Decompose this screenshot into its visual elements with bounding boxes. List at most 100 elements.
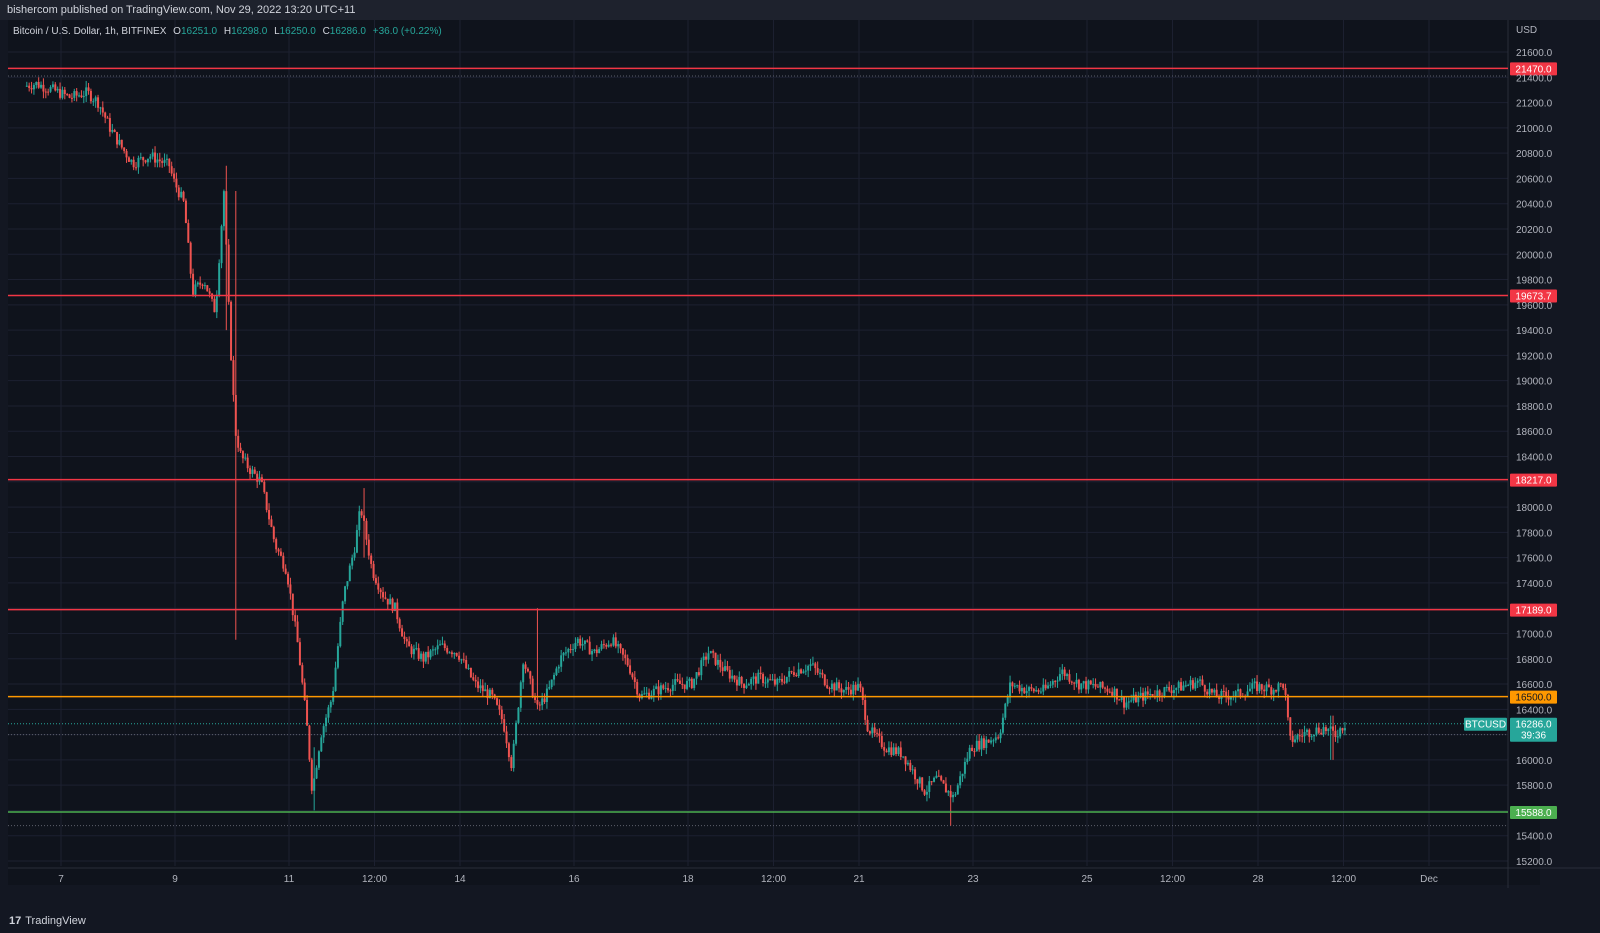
candle-body [705,656,708,660]
candle-body [230,301,233,361]
close-value: 16286.0 [329,26,366,37]
publish-info: bishercom published on TradingView.com, … [7,4,356,16]
candle-body [156,159,159,163]
candle-body [120,139,123,148]
candle-body [448,652,451,654]
candle-body [752,676,755,679]
candle-body [296,621,299,643]
candle-body [1054,681,1057,683]
candle-body [826,685,829,689]
candle-body [1289,717,1292,736]
candle-body [1061,669,1064,675]
candle-body [1270,687,1273,695]
candle-body [911,769,914,771]
candle-body [1111,691,1114,696]
tradingview-logo[interactable]: 17 TradingView [9,915,86,927]
candle-body [781,678,784,682]
candle-body [655,686,658,689]
candle-body [840,688,843,693]
candle-body [612,637,615,646]
candle-body [885,750,888,753]
candle-body [165,158,168,160]
open-value: 16251.0 [180,26,218,37]
candle-body [1194,682,1197,689]
candle-body [446,648,449,653]
candle-body [1096,686,1099,688]
candle-body [123,147,126,152]
candle-body [187,223,190,243]
x-tick-label: 7 [58,874,64,885]
candle-body [78,95,81,97]
candle-body [985,739,988,748]
candle-body [289,584,292,594]
candle-body [391,598,394,612]
candle-body [410,646,413,655]
candle-body [918,777,921,784]
candle-body [895,747,898,755]
candle-body [1156,690,1159,697]
candle-body [1175,687,1178,691]
candle-body [899,747,902,757]
candle-body [583,640,586,644]
candle-body [208,291,211,294]
candle-body [937,775,940,777]
candle-body [854,684,857,691]
price-level-tag [1510,690,1557,704]
candle-body [106,117,109,119]
price-level-tag [1510,62,1557,76]
candle-body [253,469,256,474]
candle-body [838,682,841,689]
candle-body [1108,691,1111,693]
candle-body [610,644,613,646]
candle-body [1251,683,1254,689]
candle-body [327,707,330,718]
candle-body [994,737,997,741]
candle-body [66,94,69,96]
candle-body [472,677,475,680]
candle-body [1127,701,1130,703]
candle-body [1016,685,1019,687]
candle-body [151,152,154,157]
candle-body [1275,690,1278,692]
candle-body [220,226,223,264]
candle-body [396,602,399,620]
y-tick-label: 20600.0 [1516,174,1553,185]
candle-body [1068,674,1071,682]
candle-body [868,731,871,734]
candle-body [783,681,786,683]
candle-body [320,737,323,752]
candle-body [629,665,632,674]
candle-body [1101,681,1104,688]
candle-body [712,651,715,653]
candle-body [403,636,406,640]
candle-body [923,790,926,795]
candle-body [1208,688,1211,695]
candle-body [1028,687,1031,691]
candle-body [108,118,111,132]
candle-body [398,619,401,629]
candle-body [1210,688,1213,693]
candle-body [92,101,95,103]
candle-body [842,690,845,693]
y-tick-label: 21400.0 [1516,73,1553,84]
candle-body [367,539,370,556]
candle-body [1070,681,1073,683]
candle-body [370,555,373,564]
candle-body [1149,693,1152,695]
candle-body [453,653,456,655]
candle-body [811,663,814,665]
candle-body [1013,685,1016,687]
candle-body [987,739,990,743]
candle-body [724,666,727,671]
candle-body [417,648,420,659]
candle-body [431,649,434,651]
candle-body [605,644,608,647]
candle-body [731,675,734,679]
candle-body [871,727,874,734]
candle-body [747,684,750,686]
candle-body [142,157,145,161]
candle-body [933,777,936,782]
candle-body [1310,736,1313,738]
candle-body [738,676,741,686]
